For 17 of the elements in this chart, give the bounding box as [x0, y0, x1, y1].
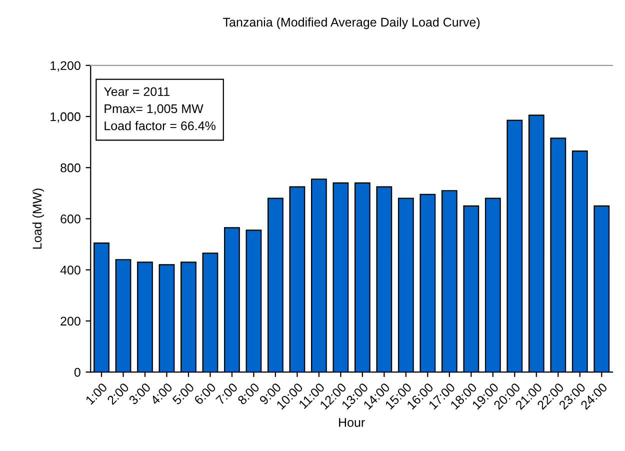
y-tick-label: 1,200: [50, 61, 80, 72]
y-tick-label: 800: [60, 163, 80, 172]
y-tick-label: 0: [74, 368, 80, 377]
x-tick-label: 3:00: [128, 382, 152, 406]
x-tick-label: 6:00: [194, 382, 216, 406]
y-axis-title: Load (MW): [32, 188, 44, 249]
x-tick-label: 7:00: [215, 382, 238, 406]
x-axis-title: Hour: [339, 418, 365, 427]
y-tick-label: 200: [60, 316, 80, 326]
y-tick-label: 400: [60, 266, 80, 274]
x-tick-label: 5:00: [172, 382, 195, 406]
annotation: Year = 2011 Pmax= 1,005 MW Load factor = 66.4%: [104, 87, 216, 130]
x-tick-label: 4:00: [150, 382, 173, 406]
y-tick-label: 600: [60, 214, 80, 224]
x-tick-label: 8:00: [237, 382, 260, 406]
chart-title: Tanzania (Modified Average Daily Load Curve): [223, 17, 480, 30]
y-tick-label: 1,000: [50, 112, 80, 123]
